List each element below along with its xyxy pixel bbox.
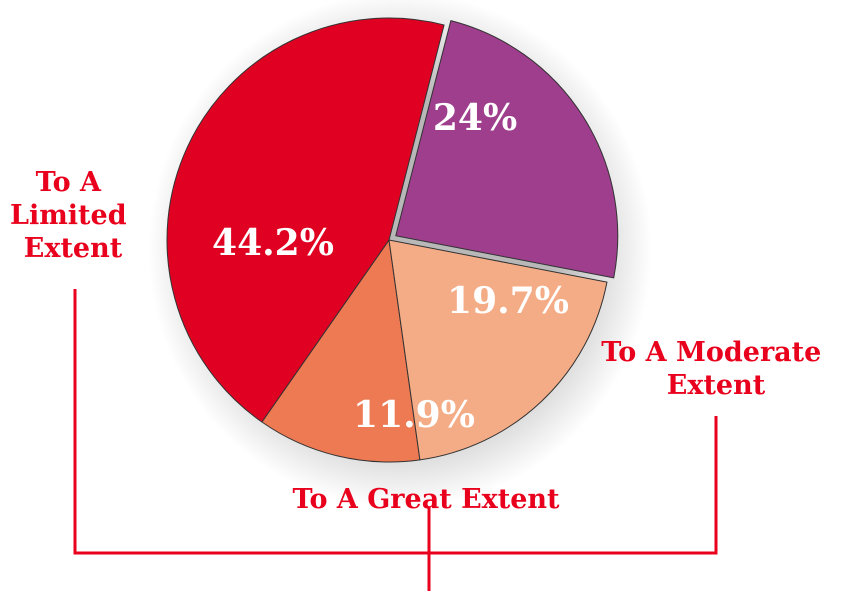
label-limited-extent: To A Limited Extent [10,167,136,264]
label-moderate-line-1: To A Moderate [601,337,821,368]
slice-value-labels: 11.9% 44.2% 24% 19.7% [212,97,569,436]
label-limited-line-3: Extent [24,233,123,264]
slice-limited-extent [166,17,445,423]
connector-line [73,289,718,591]
label-great-extent: To A Great Extent [292,484,560,515]
slice-24-percent-value-label: 24% [433,97,517,139]
label-limited-line-2: Limited [10,200,127,231]
slice-24-percent [395,20,619,279]
slice-great-extent-value-label: 11.9% [353,394,475,436]
pie-slices [166,17,619,463]
category-labels: To A Limited Extent To A Moderate Extent… [10,167,830,515]
label-limited-line-1: To A [36,167,102,198]
slice-limited-extent-value-label: 44.2% [212,222,334,264]
slice-great-extent [261,239,421,463]
label-connectors [73,289,718,591]
label-moderate-line-2: Extent [667,370,766,401]
label-moderate-extent: To A Moderate Extent [601,337,830,401]
slice-moderate-extent-value-label: 19.7% [447,280,569,322]
slice-moderate-extent [388,239,608,461]
